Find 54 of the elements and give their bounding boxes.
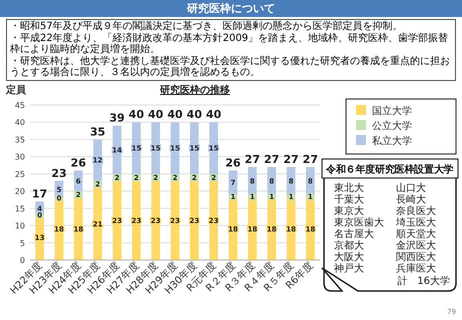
total-label: 35	[90, 124, 106, 138]
y-tick-label: 20	[14, 186, 25, 196]
total-label: 23	[51, 166, 67, 180]
total-label: 17	[32, 186, 48, 200]
y-tick-label: 45	[14, 100, 25, 110]
text: 長崎大	[396, 193, 426, 205]
y-tick-label: 25	[14, 169, 25, 178]
total-label: 27	[244, 152, 260, 166]
text: 兵庫医大	[396, 262, 436, 274]
text: 関西医大	[396, 250, 436, 262]
total-label: 39	[109, 111, 125, 124]
y-tick-label: 0	[20, 256, 25, 264]
text: 東京大	[334, 204, 364, 216]
y-tick-label: 5	[20, 238, 25, 248]
total-label: 26	[225, 156, 241, 169]
bar	[170, 180, 180, 260]
text: 東北大	[334, 182, 364, 194]
total-label: 40	[167, 108, 183, 121]
total-label: 40	[128, 108, 144, 121]
y-tick-label: 35	[14, 134, 25, 144]
chart-subtitle: 研究医枠の推移	[159, 84, 230, 96]
text: 埼玉医大	[395, 216, 436, 228]
total-label: 27	[302, 152, 318, 166]
y-axis-title: 定員	[5, 84, 27, 96]
y-tick-label: 30	[14, 152, 25, 162]
text: 計 16大学	[397, 274, 450, 286]
text: 順天堂大	[396, 228, 436, 240]
text: 神戸大	[334, 262, 364, 274]
y-tick-label: 40	[14, 118, 25, 127]
legend-label: 公立大学	[372, 120, 412, 132]
y-tick-label: 10	[14, 221, 25, 230]
text: 令和６年度研究医枠設置大学	[325, 163, 454, 175]
text: 金沢医大	[396, 239, 436, 251]
total-label: 40	[186, 108, 202, 121]
text: ・平成22年度より、「経済財政改革の基本方針2009」を踏まえ、地域枠、研究医枠、歯学部振替枠により臨時的な定員増を開始。	[10, 32, 450, 56]
legend-label: 私立大学	[372, 134, 412, 146]
text: 東京医歯大	[334, 216, 384, 228]
total-label: 26	[70, 156, 86, 169]
text: 千葉大	[334, 193, 364, 205]
text: 奈良医大	[396, 204, 436, 216]
text: 名古屋大	[334, 228, 374, 240]
legend-label: 国立大学	[372, 104, 412, 116]
total-label: 27	[283, 152, 299, 166]
text: ・昭和57年及び平成９年の閣議決定に基づき、医師過剰の懸念から医学部定員を抑制。	[10, 21, 404, 32]
text: ・研究医枠は、他大学と連携し基礎医学及び社会医学に関する優れた研究者の養成を重点的に担おうとする場合に限り、３名以内の定員増を認めるもの。	[10, 56, 451, 78]
text: 山口大	[396, 182, 426, 194]
total-label: 40	[206, 108, 222, 121]
total-label: 27	[264, 152, 280, 166]
y-tick-label: 15	[14, 204, 25, 213]
text: 京都大	[334, 239, 364, 251]
text: 大阪大	[334, 250, 364, 262]
chart-title: 研究医枠について	[0, 0, 462, 17]
bar	[112, 180, 122, 260]
total-label: 40	[148, 108, 164, 121]
